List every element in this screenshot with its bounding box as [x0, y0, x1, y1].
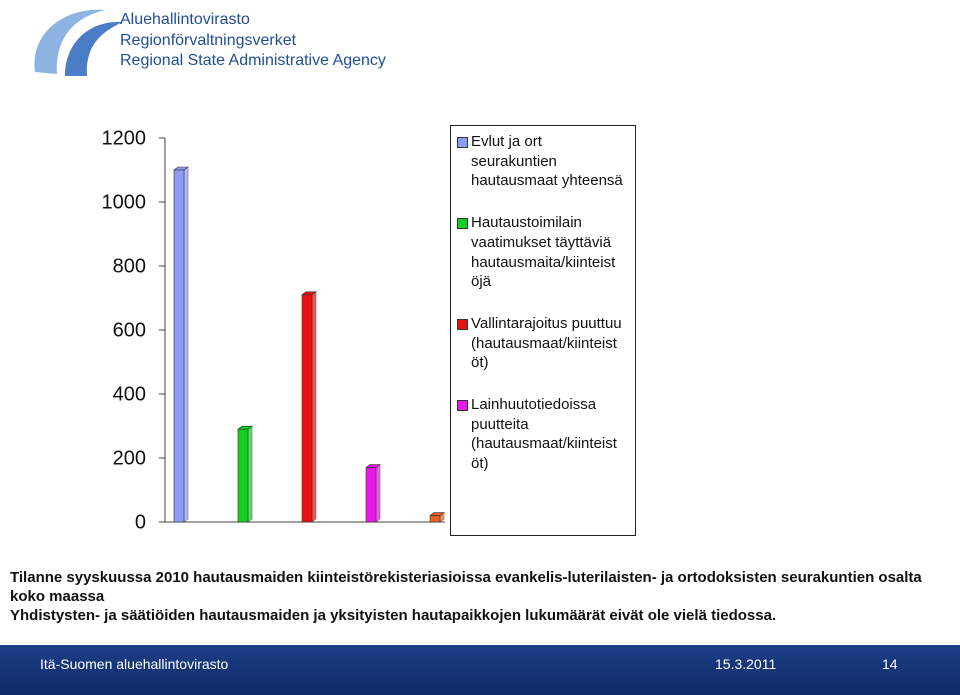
footer-page: 14: [882, 656, 898, 672]
legend-swatch: [457, 218, 468, 230]
legend-entry: Vallintarajoitus puuttuu (hautausmaat/ki…: [457, 314, 623, 373]
org-line: Aluehallintovirasto: [120, 11, 250, 28]
legend-entry: Lainhuutotiedoissa puutteita (hautausmaa…: [457, 395, 623, 474]
logo: [34, 9, 123, 76]
y-tick-label: 800: [113, 255, 146, 277]
y-tick-label: 200: [113, 447, 146, 469]
bar-side: [311, 291, 317, 523]
bar: [429, 515, 441, 523]
caption-line: Tilanne syyskuussa 2010 hautausmaiden ki…: [10, 569, 922, 605]
footer-org: Itä-Suomen aluehallintovirasto: [40, 656, 229, 672]
caption-line: Yhdistysten- ja säätiöiden hautausmaiden…: [10, 607, 777, 624]
bar: [365, 467, 377, 523]
org-name: Aluehallintovirasto Regionförvaltningsve…: [120, 10, 386, 72]
logo-swoosh: [34, 9, 105, 74]
legend-swatch: [457, 400, 468, 412]
org-line: Regionförvaltningsverket: [120, 31, 297, 49]
legend-label: Lainhuutotiedoissa puutteita (hautausmaa…: [471, 396, 617, 473]
chart: 0 200 400 600 800 1000 1200: [102, 127, 445, 533]
bar: [173, 169, 185, 523]
legend-label: Vallintarajoitus puuttuu (hautausmaat/ki…: [471, 314, 622, 372]
legend-entry: Hautaustoimilain vaatimukset täyttäviä h…: [457, 213, 623, 292]
org-line: Regional State Administrative Agency: [120, 52, 386, 69]
legend: Evlut ja ort seurakuntien hautausmaat yh…: [450, 125, 636, 536]
bar-side: [183, 166, 189, 523]
legend-label: Evlut ja ort seurakuntien hautausmaat yh…: [471, 133, 623, 190]
legend-swatch: [457, 318, 468, 330]
y-tick-label: 400: [113, 383, 146, 405]
legend-label: Hautaustoimilain vaatimukset täyttäviä h…: [471, 214, 616, 291]
logo-swoosh: [65, 21, 123, 76]
y-tick-label: 600: [113, 319, 146, 341]
y-tick-label: 1200: [102, 127, 147, 149]
bar: [301, 294, 313, 523]
footer: Itä-Suomen aluehallintovirasto 15.3.2011…: [0, 645, 960, 695]
y-tick-label: 0: [135, 511, 146, 533]
y-tick-label: 1000: [102, 191, 147, 213]
bar-side: [247, 425, 253, 523]
caption: Tilanne syyskuussa 2010 hautausmaiden ki…: [10, 568, 950, 625]
bar-side: [375, 464, 381, 523]
bar: [237, 428, 249, 523]
legend-swatch: [457, 137, 468, 148]
legend-entry: Evlut ja ort seurakuntien hautausmaat yh…: [457, 132, 623, 191]
footer-date: 15.3.2011: [715, 656, 777, 672]
